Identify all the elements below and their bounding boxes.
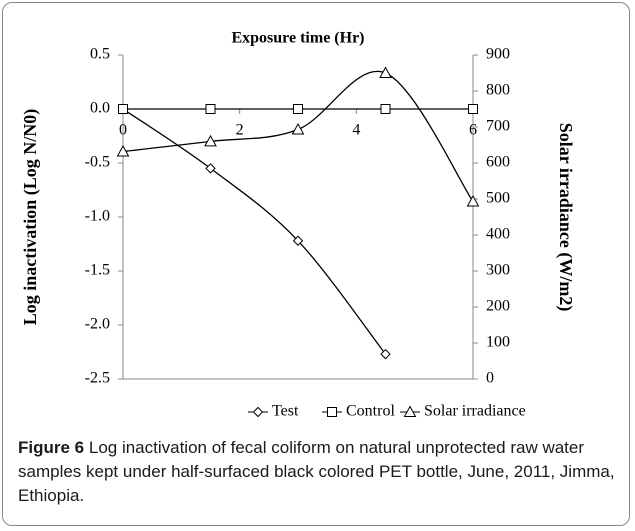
y-tick-label: 0.0 xyxy=(90,100,110,117)
y-tick-label: 0.5 xyxy=(90,46,110,63)
caption: Figure 6 Log inactivation of fecal colif… xyxy=(18,436,618,508)
y2-tick-label: 100 xyxy=(486,334,510,351)
x-tick-label: 0 xyxy=(119,122,127,139)
figure-frame xyxy=(2,2,630,526)
y-tick-label: -2.5 xyxy=(85,370,110,387)
x-tick-label: 4 xyxy=(352,122,360,139)
y2-axis-title: Solar irradiance (W/m2) xyxy=(555,123,576,312)
marker xyxy=(293,104,303,114)
y2-tick-label: 500 xyxy=(486,190,510,207)
y2-tick-label: 600 xyxy=(486,154,510,171)
x-tick-label: 2 xyxy=(236,122,244,139)
x-tick-label: 6 xyxy=(469,122,477,139)
legend-marker xyxy=(403,405,417,417)
marker xyxy=(379,66,392,78)
legend-marker xyxy=(327,407,337,417)
marker xyxy=(118,104,128,114)
series-line xyxy=(122,70,474,202)
y2-tick-label: 300 xyxy=(486,262,510,279)
y2-tick-label: 0 xyxy=(486,370,494,387)
y-tick-label: -0.5 xyxy=(85,154,110,171)
marker xyxy=(466,194,480,207)
series-line xyxy=(122,108,387,355)
legend-label: Solar irradiance xyxy=(424,403,526,420)
y2-tick-label: 700 xyxy=(486,118,510,135)
y2-tick-label: 800 xyxy=(486,82,510,99)
marker xyxy=(291,122,305,135)
y2-tick-label: 400 xyxy=(486,226,510,243)
y-tick-label: -1.5 xyxy=(85,262,110,279)
caption-text: Log inactivation of fecal coliform on na… xyxy=(18,438,615,505)
marker xyxy=(380,348,391,360)
legend-marker xyxy=(252,406,264,418)
marker xyxy=(468,104,478,114)
marker xyxy=(205,104,216,114)
y2-tick-label: 900 xyxy=(486,46,510,63)
y-tick-label: -1.0 xyxy=(85,208,110,225)
marker xyxy=(292,235,304,246)
legend-label: Control xyxy=(346,403,395,420)
marker xyxy=(205,163,216,174)
y-axis-title: Log inactivation (Log N/N0) xyxy=(20,109,41,326)
legend-label: Test xyxy=(272,403,299,420)
caption-label: Figure 6 xyxy=(18,438,85,457)
y2-tick-label: 200 xyxy=(486,298,510,315)
y-tick-label: -2.0 xyxy=(85,316,110,333)
chart: Exposure time (Hr) Log inactivation (Log… xyxy=(20,30,576,420)
marker xyxy=(204,134,217,147)
x-axis-title: Exposure time (Hr) xyxy=(231,30,364,47)
marker xyxy=(116,144,130,157)
marker xyxy=(380,104,391,114)
